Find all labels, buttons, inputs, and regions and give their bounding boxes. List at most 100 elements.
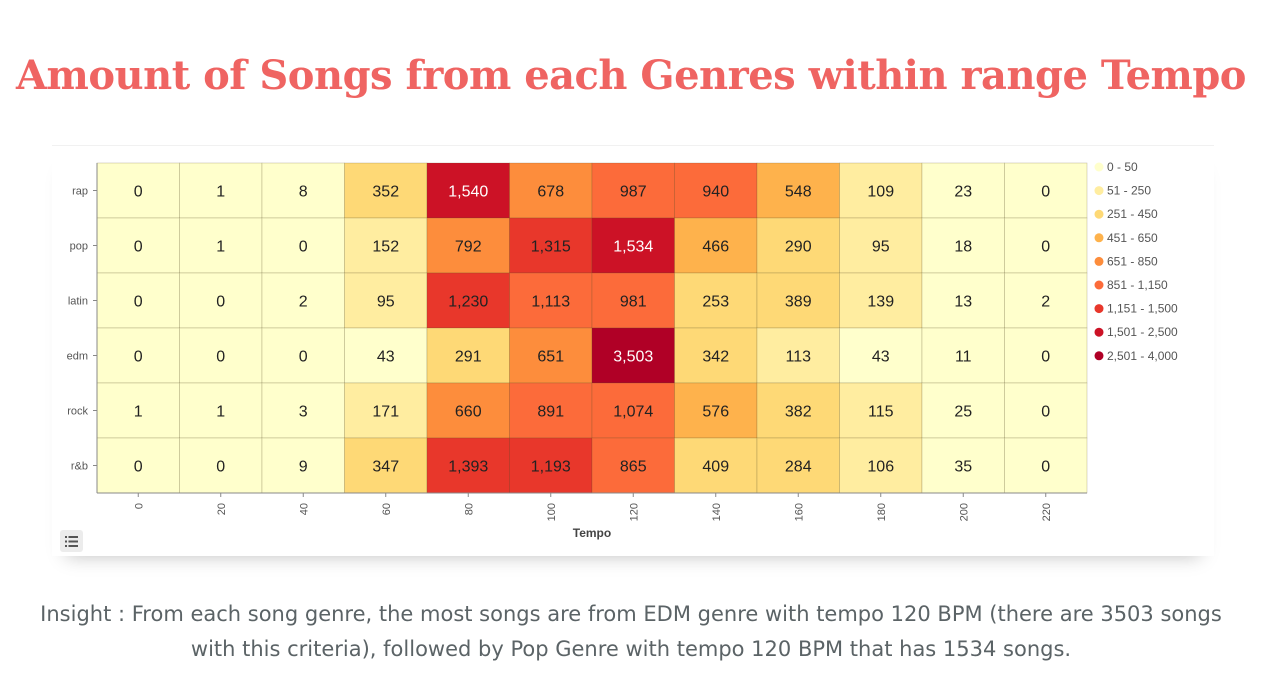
cell-value-label: 576 <box>702 404 729 421</box>
heatmap-cell <box>921 327 1005 384</box>
x-axis-tick-label: 220 <box>1041 503 1053 521</box>
cell-value-label: 2 <box>1041 294 1050 311</box>
cell-value-label: 347 <box>372 459 399 476</box>
cell-value-label: 1,534 <box>613 239 653 256</box>
heatmap-cell <box>1004 327 1088 384</box>
cell-value-label: 0 <box>216 294 225 311</box>
cell-value-label: 290 <box>785 239 812 256</box>
cell-value-label: 8 <box>299 184 308 201</box>
y-axis-tick-label: pop <box>70 241 88 253</box>
chart-card <box>52 145 1214 556</box>
legend-swatch <box>1094 256 1104 266</box>
cell-value-label: 0 <box>216 459 225 476</box>
heatmap-cell <box>344 327 428 384</box>
cell-value-label: 9 <box>299 459 308 476</box>
heatmap-cell <box>96 162 180 219</box>
cell-value-label: 35 <box>954 459 972 476</box>
heatmap-cell <box>674 327 758 384</box>
legend-label: 651 - 850 <box>1107 254 1158 268</box>
cell-value-label: 342 <box>702 349 729 366</box>
legend-swatch <box>1094 351 1104 361</box>
heatmap-cell <box>839 272 923 329</box>
heatmap-chart: 0 1 8 352 1,540 678 987 940 548 109 23 00 1 0 152 792 1,… <box>67 160 1178 540</box>
heatmap-cell <box>344 272 428 329</box>
cell-value-label: 1,315 <box>531 239 571 256</box>
heatmap-cell <box>921 382 1005 439</box>
cell-value-label: 0 <box>1041 349 1050 366</box>
cell-value-label: 11 <box>955 349 972 366</box>
cell-value-label: 1 <box>134 404 143 421</box>
cell-value-label: 0 <box>1041 239 1050 256</box>
heatmap-cell <box>921 217 1005 274</box>
heatmap-cell <box>674 162 758 219</box>
cell-value-label: 1,113 <box>531 294 570 311</box>
heatmap-cell <box>261 217 345 274</box>
heatmap-cell <box>509 217 593 274</box>
legend-label: 451 - 650 <box>1107 231 1158 245</box>
heatmap-cell <box>921 437 1005 494</box>
chart-menu-button[interactable] <box>60 530 83 552</box>
y-axis-tick-label: rap <box>72 186 88 198</box>
cell-value-label: 3 <box>299 404 308 421</box>
cell-value-label: 18 <box>954 239 972 256</box>
heatmap-cell <box>96 327 180 384</box>
heatmap-cell <box>591 382 675 439</box>
cell-value-label: 0 <box>134 459 143 476</box>
list-icon <box>65 535 78 547</box>
x-axis-tick-label: 80 <box>463 503 475 515</box>
heatmap-cell <box>1004 272 1088 329</box>
heatmap-cell <box>261 272 345 329</box>
cell-value-label: 940 <box>702 184 729 201</box>
cell-value-label: 171 <box>372 404 399 421</box>
cell-value-label: 43 <box>377 349 395 366</box>
cell-value-label: 43 <box>872 349 890 366</box>
heatmap-cell <box>96 382 180 439</box>
cell-value-label: 23 <box>954 184 972 201</box>
cell-value-label: 1,540 <box>448 184 488 201</box>
x-axis-tick-label: 180 <box>876 503 888 521</box>
heatmap-cell <box>674 217 758 274</box>
cell-value-label: 13 <box>954 294 972 311</box>
cell-value-label: 109 <box>867 184 894 201</box>
heatmap-cell <box>756 217 840 274</box>
cell-value-label: 115 <box>868 404 894 421</box>
heatmap-cell <box>96 437 180 494</box>
legend-label: 251 - 450 <box>1107 207 1158 221</box>
x-axis-tick-label: 200 <box>958 503 970 521</box>
legend-swatch <box>1094 280 1104 290</box>
heatmap-cell <box>674 437 758 494</box>
heatmap-cell <box>509 382 593 439</box>
heatmap-cell <box>839 162 923 219</box>
cell-value-label: 1 <box>216 239 225 256</box>
cell-value-label: 352 <box>372 184 399 201</box>
x-axis-tick-label: 100 <box>546 503 558 521</box>
heatmap-cell <box>756 327 840 384</box>
legend-label: 1,151 - 1,500 <box>1107 302 1178 316</box>
cell-value-label: 0 <box>216 349 225 366</box>
x-axis-tick-label: 120 <box>628 503 640 521</box>
heatmap-cell <box>921 162 1005 219</box>
legend-swatch <box>1094 186 1104 196</box>
x-axis-tick-label: 60 <box>381 503 393 515</box>
cell-value-label: 678 <box>537 184 564 201</box>
heatmap-cell <box>839 437 923 494</box>
cell-value-label: 1,230 <box>448 294 488 311</box>
heatmap-cell <box>756 437 840 494</box>
heatmap-cell <box>756 382 840 439</box>
cell-value-label: 253 <box>702 294 729 311</box>
heatmap-cell <box>591 437 675 494</box>
legend-swatch <box>1094 209 1104 219</box>
cell-value-label: 1 <box>216 184 225 201</box>
cell-value-label: 651 <box>537 349 564 366</box>
cell-value-label: 106 <box>867 459 894 476</box>
heatmap-cell <box>179 272 263 329</box>
cell-value-label: 981 <box>620 294 647 311</box>
cell-value-label: 987 <box>620 184 647 201</box>
legend-label: 2,501 - 4,000 <box>1107 349 1178 363</box>
cell-value-label: 2 <box>299 294 308 311</box>
heatmap-cell <box>344 217 428 274</box>
cell-value-label: 1,193 <box>531 459 571 476</box>
legend-swatch <box>1094 233 1104 243</box>
legend-label: 1,501 - 2,500 <box>1107 325 1178 339</box>
page-title: Amount of Songs from each Genres within … <box>16 52 1247 99</box>
